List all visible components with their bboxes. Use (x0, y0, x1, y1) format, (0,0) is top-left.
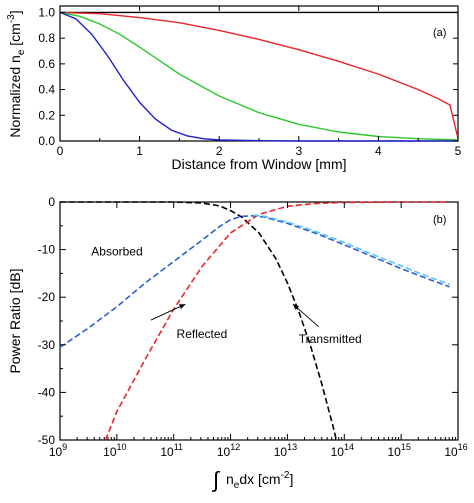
panel-b-x-tick-label: 1010 (103, 442, 126, 459)
panel-b-y-tick-label: -40 (38, 385, 56, 399)
panel-b-series-line-0 (60, 201, 338, 441)
panel-b-ticks: 109 1010 1011 1012 1013 1014 1015 1016 0 -10 -20 -3… (38, 195, 468, 459)
panel-b-x-tick-label: 1011 (160, 442, 183, 459)
panel-a-y-tick-label: 0.0 (38, 134, 55, 148)
panel-b-x-tick-label: 1013 (274, 442, 297, 459)
panel-a-x-tick-label: 4 (375, 144, 382, 158)
panel-b-x-label-sub: e (234, 480, 240, 491)
panel-a-x-axis-label: Distance from Window [mm] (171, 156, 346, 172)
panel-b-annotations: Absorbed Reflected Transmitted (91, 244, 361, 346)
panel-b-x-axis-label: ∫ nedx [cm-2] (211, 467, 293, 492)
panel-a-y-label-unit-pre: [cm (7, 23, 23, 49)
panel-a: 0 1 2 3 4 5 0.0 0.2 0.4 0.6 0.8 1.0 (a) Distance fr… (6, 5, 462, 172)
panel-a-y-label-unit-post: ] (7, 10, 23, 14)
integral-sign: ∫ (211, 467, 221, 492)
panel-b: 109 1010 1011 1012 1013 1014 1015 1016 0 -10 -20 -3… (7, 195, 468, 492)
panel-b-annotation-0: Absorbed (91, 244, 142, 258)
panel-b-y-tick-label: -20 (38, 290, 56, 304)
panel-a-y-label-unit-sup: -3 (6, 14, 17, 23)
panel-b-annotation-1: Reflected (177, 327, 228, 341)
panel-b-plot-frame (59, 201, 459, 441)
panel-a-y-label-main: Normalized n (7, 55, 23, 137)
panel-b-x-label-sup: -2 (281, 470, 290, 481)
panel-b-x-tick-label: 1016 (444, 442, 467, 459)
panel-a-y-axis-label: Normalized ne [cm-3] (6, 10, 27, 137)
panel-b-x-label-end: ] (290, 471, 294, 487)
panel-b-y-axis-label: Power Ratio [dB] (7, 268, 23, 373)
panel-a-series-line-2 (59, 11, 459, 141)
panel-a-x-tick-label: 1 (136, 144, 143, 158)
panel-b-x-tick-label: 1012 (217, 442, 240, 459)
panel-b-x-tick-label: 1015 (387, 442, 410, 459)
panel-b-y-tick-label: -30 (38, 338, 56, 352)
panel-a-x-tick-label: 5 (455, 144, 462, 158)
panel-b-annotation-arrow-0 (150, 303, 186, 321)
panel-b-x-tick-label: 109 (49, 442, 67, 459)
panel-a-y-tick-label: 0.4 (38, 83, 55, 97)
panel-b-x-tick-label: 1014 (331, 442, 354, 459)
panel-b-label: (b) (433, 214, 446, 226)
panel-b-y-tick-label: 0 (48, 195, 55, 209)
panel-a-series-group (59, 11, 459, 142)
panel-b-annotation-arrow-1 (292, 303, 319, 328)
panel-a-y-label-sub: e (16, 49, 27, 55)
panel-a-y-tick-label: 0.2 (38, 108, 55, 122)
panel-b-x-label-main: n (226, 471, 234, 487)
panel-b-series-group (59, 201, 450, 441)
panel-a-series-line-3 (59, 11, 458, 142)
panel-b-y-tick-label: -50 (38, 433, 56, 447)
panel-b-series-line-2 (59, 214, 450, 348)
panel-b-annotation-arrows (150, 303, 319, 328)
panel-b-x-label-text: nedx [cm-2] (226, 470, 293, 491)
panel-a-y-tick-label: 0.6 (38, 57, 55, 71)
panel-a-series-line-1 (59, 11, 459, 139)
panel-a-x-tick-label: 0 (57, 144, 64, 158)
panel-a-ticks: 0 1 2 3 4 5 0.0 0.2 0.4 0.6 0.8 1.0 (38, 5, 461, 158)
panel-b-series-line-3 (253, 214, 450, 286)
panel-a-y-tick-label: 1.0 (38, 5, 55, 19)
panel-a-x-tick-label: 2 (216, 144, 223, 158)
panel-b-series-line-1 (104, 201, 450, 441)
panel-b-annotation-2: Transmitted (299, 332, 362, 346)
panel-a-label: (a) (433, 27, 446, 39)
panel-b-x-label-post: dx [cm (239, 471, 280, 487)
panel-a-y-tick-label: 0.8 (38, 31, 55, 45)
panel-b-y-tick-label: -10 (38, 243, 56, 257)
panel-a-x-tick-label: 3 (295, 144, 302, 158)
